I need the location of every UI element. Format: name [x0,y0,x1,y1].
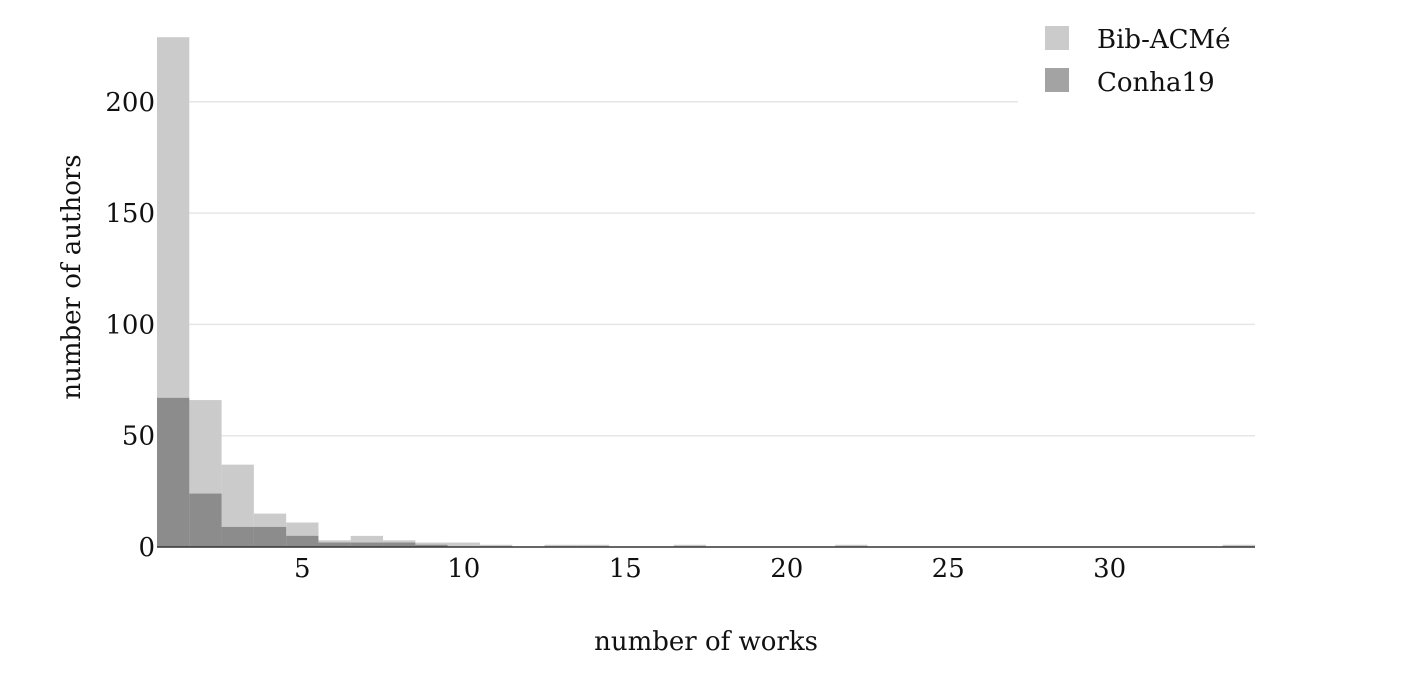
x-axis-title: number of works [594,627,818,657]
grid-lines [157,101,1255,437]
bars [157,37,1255,548]
bar-bib-acm-14 [576,544,610,547]
bar-bib-acm-10 [447,542,480,547]
legend-swatch-bib-acme [1045,26,1069,50]
x-tick-label-5: 5 [294,554,311,584]
y-tick-label-50: 50 [122,422,155,452]
bar-bib-acm-34 [1222,544,1255,547]
bar-conha19-1 [157,397,190,547]
y-tick-label-150: 150 [105,199,155,229]
tick-labels: 5 10 15 20 25 30 0 50 100 150 200 [105,88,1126,584]
y-axis-title: number of authors [57,154,87,399]
x-tick-label-20: 20 [770,554,803,584]
legend: Bib-ACMé Conha19 [1018,12,1258,104]
y-tick-label-100: 100 [105,310,155,340]
bar-conha19-3 [221,526,254,547]
x-tick-label-25: 25 [932,554,965,584]
bar-conha19-9 [415,544,448,547]
y-tick-label-0: 0 [138,533,155,563]
bar-conha19-2 [189,493,222,547]
bar-bib-acm-22 [835,544,868,547]
bar-bib-acm-13 [544,544,577,547]
x-tick-label-15: 15 [609,554,642,584]
bar-conha19-5 [286,535,319,547]
bar-conha19-8 [383,542,416,547]
bar-conha19-7 [350,542,384,547]
bar-conha19-4 [253,526,287,547]
bar-conha19-6 [318,542,351,547]
legend-label-bib-acme: Bib-ACMé [1097,25,1231,55]
bar-bib-acm-17 [673,544,706,547]
x-tick-label-10: 10 [447,554,480,584]
y-tick-label-200: 200 [105,88,155,118]
legend-swatch-conha19 [1045,68,1069,92]
legend-label-conha19: Conha19 [1097,68,1215,98]
bar-bib-acm-11 [479,544,513,547]
x-tick-label-30: 30 [1093,554,1126,584]
bar-bib-acm-7 [350,535,384,547]
